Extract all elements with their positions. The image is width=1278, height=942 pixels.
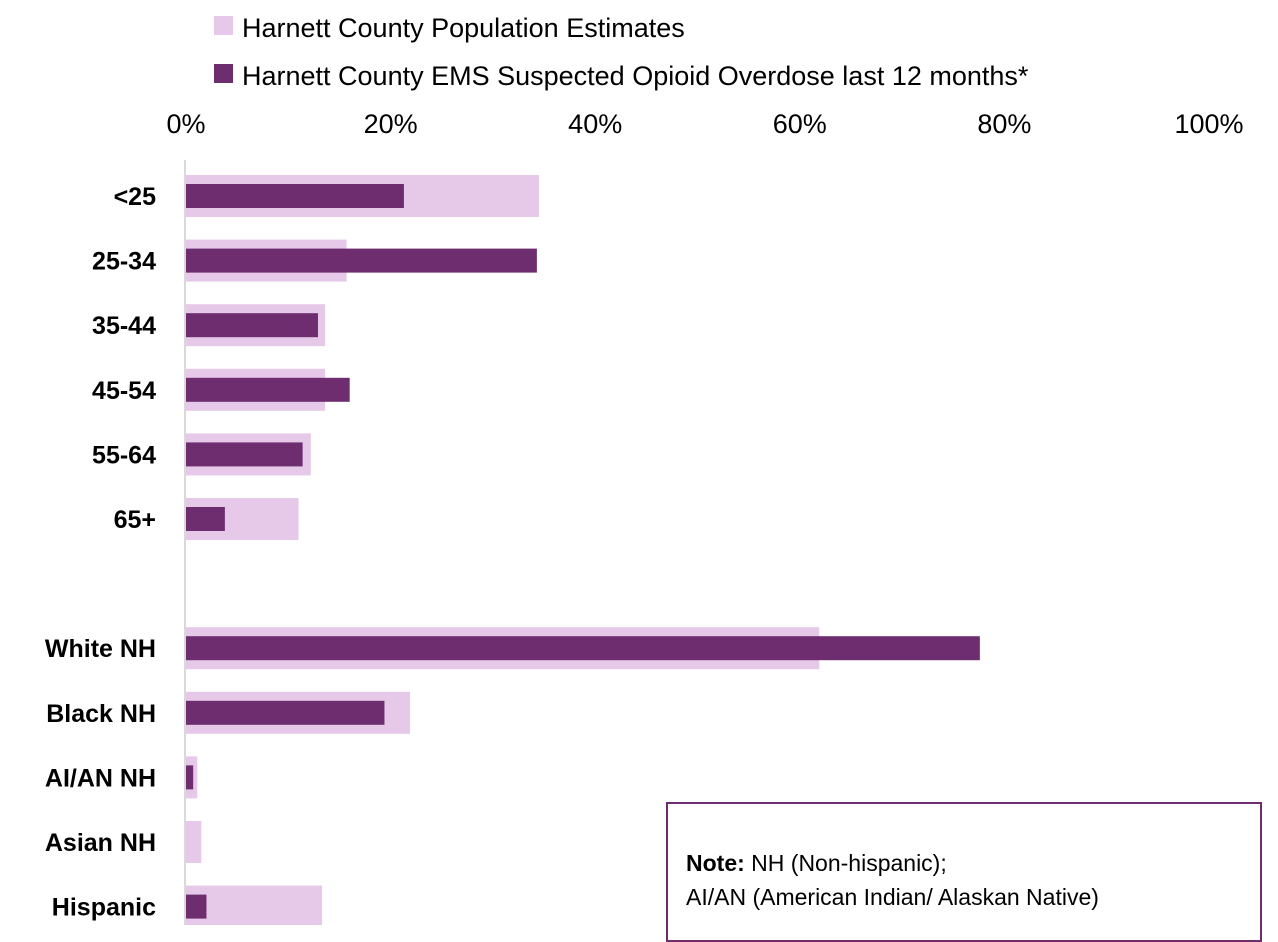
ems-overdose-bar	[186, 765, 194, 790]
note-label: Note:	[686, 850, 745, 876]
note-text-1: NH (Non-hispanic);	[744, 850, 947, 876]
category-label: 65+	[114, 506, 156, 534]
x-tick-label: 0%	[166, 109, 205, 139]
category-label: Black NH	[46, 700, 156, 728]
ems-overdose-bar	[186, 313, 318, 338]
category-label: Asian NH	[45, 829, 156, 857]
category-label: AI/AN NH	[45, 764, 156, 792]
x-tick-label: 20%	[364, 109, 418, 139]
ems-overdose-bar	[186, 442, 303, 467]
ems-overdose-bar	[186, 248, 537, 273]
ems-overdose-bar	[186, 636, 980, 661]
legend-entry-ems-overdose: Harnett County EMS Suspected Opioid Over…	[242, 61, 1029, 91]
ems-overdose-bars	[186, 184, 980, 919]
ems-overdose-bar	[186, 184, 404, 208]
category-label: 35-44	[92, 312, 156, 340]
category-label: Hispanic	[52, 894, 156, 922]
ems-overdose-bar	[186, 377, 350, 402]
x-tick-label: 60%	[773, 109, 827, 139]
category-label: 45-54	[92, 377, 156, 405]
ems-overdose-bar	[186, 507, 225, 531]
chart-legend: Harnett County Population Estimates Harn…	[214, 13, 1029, 91]
ems-overdose-bar	[186, 700, 385, 725]
x-tick-label: 80%	[977, 109, 1031, 139]
population-bar	[186, 885, 323, 925]
category-label: White NH	[45, 635, 156, 663]
category-label: 55-64	[92, 441, 156, 469]
legend-swatch-population	[214, 16, 233, 35]
category-label: <25	[114, 183, 157, 211]
category-label: 25-34	[92, 248, 156, 276]
legend-entry-population: Harnett County Population Estimates	[242, 13, 685, 43]
note-line-1: Note: NH (Non-hispanic);	[686, 846, 1260, 880]
ems-overdose-bar	[186, 894, 207, 919]
x-axis-tick-labels: 0% 20% 40% 60% 80% 100%	[166, 109, 1243, 139]
note-box: Note: NH (Non-hispanic); AI/AN (American…	[666, 802, 1262, 942]
x-tick-label: 40%	[568, 109, 622, 139]
x-tick-label: 100%	[1174, 109, 1243, 139]
note-line-2: AI/AN (American Indian/ Alaskan Native)	[686, 884, 1099, 910]
category-labels: <25 25-34 35-44 45-54 55-64 65+ White NH Black …	[45, 183, 156, 922]
legend-swatch-ems-overdose	[214, 64, 233, 83]
population-bar	[186, 821, 202, 863]
